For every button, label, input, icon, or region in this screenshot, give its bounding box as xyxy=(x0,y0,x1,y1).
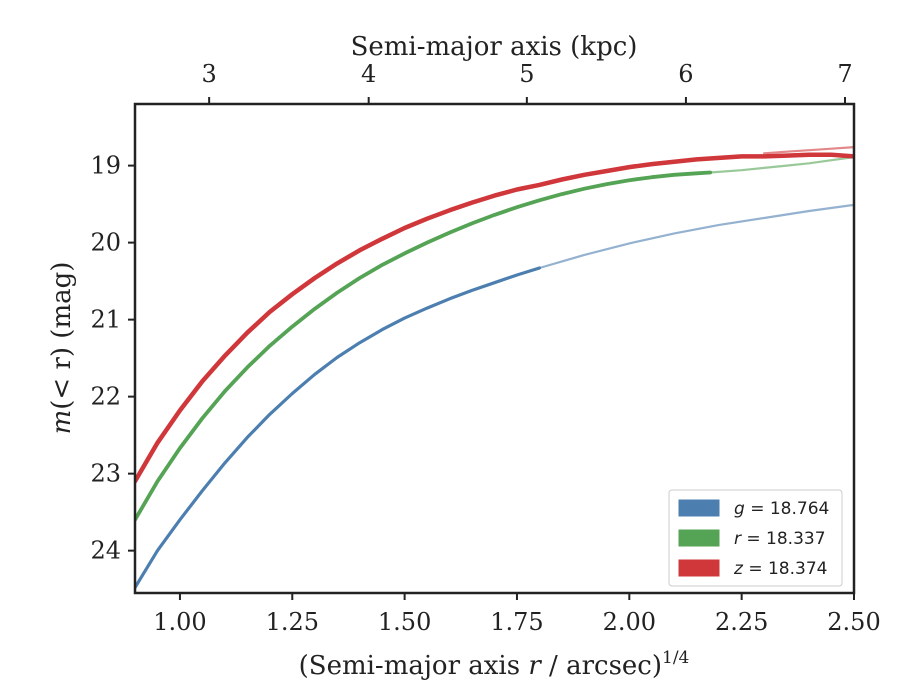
top-tick-label: 4 xyxy=(361,60,376,88)
series-g-data-line xyxy=(135,266,541,590)
top-tick-label: 3 xyxy=(202,60,217,88)
x-tick-label: 1.25 xyxy=(266,608,319,636)
y-tick-label: 23 xyxy=(90,460,121,488)
top-tick-label: 6 xyxy=(678,60,693,88)
legend-band-r: r xyxy=(734,529,742,549)
x-tick-label: 1.00 xyxy=(153,608,206,636)
y-tick-label: 24 xyxy=(90,537,121,565)
series-g-model-line xyxy=(538,203,854,270)
series-layer xyxy=(135,146,854,590)
legend-swatch-z xyxy=(678,559,720,577)
legend-swatch-g xyxy=(678,499,720,517)
series-group xyxy=(135,146,854,590)
y-tick-label: 19 xyxy=(90,152,121,180)
x-tick-label: 1.75 xyxy=(490,608,543,636)
legend-value-r: = 18.337 xyxy=(741,529,826,549)
y-axis-title-rest: (< r) (mag) xyxy=(47,262,77,410)
bottom-axis-title: (Semi-major axis r / arcsec)1/4 xyxy=(299,648,690,681)
top-axis-title: Semi-major axis (kpc) xyxy=(351,32,638,62)
y-axis-title-m: m xyxy=(47,410,77,435)
legend-swatch-r xyxy=(678,529,720,547)
bottom-axis-title-sup: 1/4 xyxy=(662,648,689,668)
top-tick-label: 5 xyxy=(519,60,534,88)
top-tick-label: 7 xyxy=(837,60,852,88)
legend-label-g: g = 18.764 xyxy=(734,499,829,519)
x-tick-label: 2.25 xyxy=(715,608,768,636)
legend-value-g: = 18.764 xyxy=(745,499,830,519)
legend-band-g: g xyxy=(734,499,745,519)
series-z-model-line xyxy=(763,146,854,155)
x-tick-label: 2.50 xyxy=(827,608,880,636)
bottom-axis-title-rest: / arcsec) xyxy=(541,651,662,681)
legend-label-r: r = 18.337 xyxy=(734,529,826,549)
y-tick-label: 20 xyxy=(90,229,121,257)
y-tick-label: 21 xyxy=(90,306,121,334)
series-z-data-line xyxy=(135,152,854,484)
y-axis-title: m(< r) (mag) xyxy=(47,262,77,435)
y-tick-label: 22 xyxy=(90,383,121,411)
x-tick-label: 1.50 xyxy=(378,608,431,636)
legend-value-z: = 18.374 xyxy=(743,559,828,579)
ticks-layer: 1.00 1.25 1.50 1.75 2.00 2.25 2.50 19 20 21 22 23 24… xyxy=(90,60,880,636)
series-r-data-line xyxy=(135,170,713,522)
plot-frame xyxy=(133,102,856,595)
series-r-model-line xyxy=(709,156,854,174)
x-tick-label: 2.00 xyxy=(603,608,656,636)
legend-band-z: z xyxy=(733,559,744,579)
legend-label-z: z = 18.374 xyxy=(733,559,827,579)
bottom-axis-title-r: r xyxy=(528,651,542,681)
bottom-axis-title-main: (Semi-major axis xyxy=(299,651,529,681)
